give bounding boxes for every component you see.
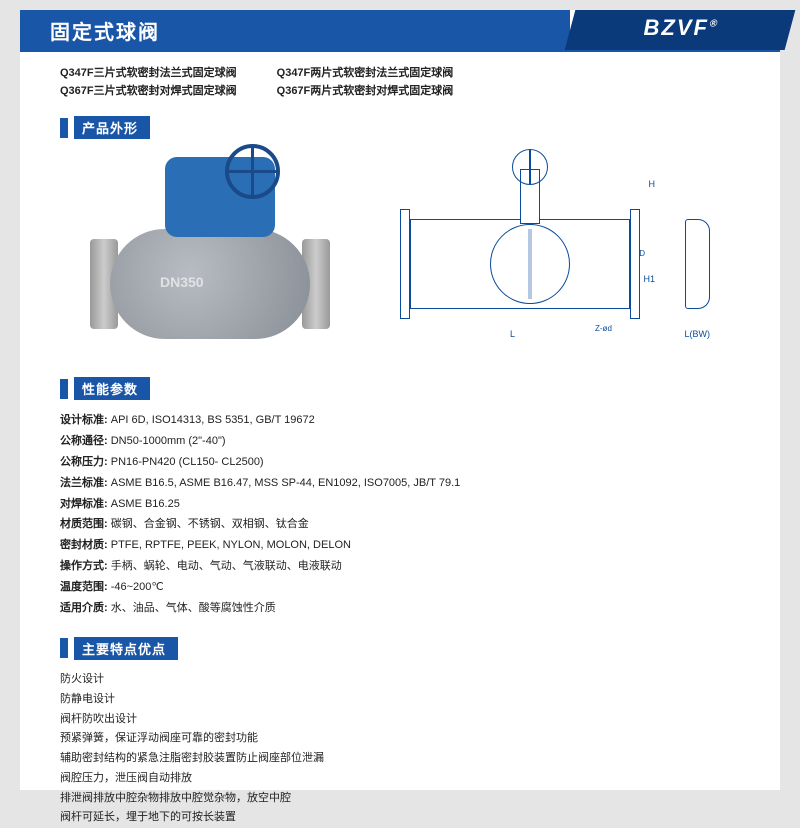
dia-flange-r	[630, 209, 640, 319]
feature-item: 阀腔压力，泄压阀自动排放	[60, 769, 740, 789]
valve-photo: DN350	[80, 149, 340, 359]
dim-d: D	[639, 249, 645, 258]
dim-h1: H1	[643, 274, 655, 284]
brand-logo: BZVF®	[565, 10, 796, 50]
dim-z: Z-ød	[595, 324, 612, 333]
technical-diagram: H H1 L D Z-ød L(BW)	[370, 149, 710, 359]
dim-lbw: L(BW)	[685, 329, 711, 339]
spec-list: 设计标准: API 6D, ISO14313, BS 5351, GB/T 19…	[60, 410, 740, 619]
section-bar	[60, 638, 68, 658]
subtitle-item: Q347F两片式软密封法兰式固定球阀	[277, 64, 454, 80]
spec-row: 公称压力: PN16-PN420 (CL150- CL2500)	[60, 452, 740, 473]
section-bar	[60, 379, 68, 399]
spec-row: 密封材质: PTFE, RPTFE, PEEK, NYLON, MOLON, D…	[60, 535, 740, 556]
dim-l: L	[510, 329, 515, 339]
features-list: 防火设计 防静电设计 阀杆防吹出设计 预紧弹簧，保证浮动阀座可靠的密封功能 辅助…	[60, 670, 740, 828]
feature-item: 阀杆防吹出设计	[60, 710, 740, 730]
section-header-appearance: 产品外形	[60, 116, 740, 139]
feature-item: 防静电设计	[60, 690, 740, 710]
subtitle-item: Q367F三片式软密封对焊式固定球阀	[60, 82, 237, 98]
dia-handwheel	[512, 149, 548, 185]
spec-row: 设计标准: API 6D, ISO14313, BS 5351, GB/T 19…	[60, 410, 740, 431]
feature-item: 辅助密封结构的紧急注脂密封胶装置防止阀座部位泄漏	[60, 749, 740, 769]
feature-item: 排泄阀排放中腔杂物排放中腔觉杂物，放空中腔	[60, 789, 740, 809]
section-header-specs: 性能参数	[60, 377, 740, 400]
spec-row: 材质范围: 碳钢、合金钢、不锈钢、双相钢、钛合金	[60, 514, 740, 535]
section-title: 产品外形	[74, 116, 150, 139]
feature-item: 预紧弹簧，保证浮动阀座可靠的密封功能	[60, 729, 740, 749]
page-header: 固定式球阀 BZVF®	[20, 10, 780, 50]
spec-row: 法兰标准: ASME B16.5, ASME B16.47, MSS SP-44…	[60, 473, 740, 494]
spec-row: 操作方式: 手柄、蜗轮、电动、气动、气液联动、电液联动	[60, 556, 740, 577]
section-title: 性能参数	[74, 377, 150, 400]
subtitle-item: Q367F两片式软密封对焊式固定球阀	[277, 82, 454, 98]
dim-h: H	[649, 179, 656, 189]
spec-row: 公称通径: DN50-1000mm (2"-40")	[60, 431, 740, 452]
subtitle-item: Q347F三片式软密封法兰式固定球阀	[60, 64, 237, 80]
feature-item: 阀杆可延长，埋于地下的可按长装置	[60, 808, 740, 828]
subtitle-block: Q347F三片式软密封法兰式固定球阀 Q347F两片式软密封法兰式固定球阀 Q3…	[60, 64, 740, 98]
section-title: 主要特点优点	[74, 637, 178, 660]
page-title: 固定式球阀	[20, 10, 570, 50]
dia-flange-l	[400, 209, 410, 319]
feature-item: 防火设计	[60, 670, 740, 690]
spec-row: 温度范围: -46~200℃	[60, 577, 740, 598]
valve-body	[110, 229, 310, 339]
spec-row: 对焊标准: ASME B16.25	[60, 494, 740, 515]
image-row: DN350 H H1 L D Z-ød L(BW)	[80, 149, 740, 359]
section-bar	[60, 118, 68, 138]
dia-side-view	[685, 219, 710, 309]
spec-row: 适用介质: 水、油品、气体、酸等腐蚀性介质	[60, 598, 740, 619]
dia-ball-bore	[528, 229, 532, 299]
handwheel-icon	[225, 144, 280, 199]
section-header-features: 主要特点优点	[60, 637, 740, 660]
product-page: 固定式球阀 BZVF® Q347F三片式软密封法兰式固定球阀 Q347F两片式软…	[20, 10, 780, 790]
content-area: Q347F三片式软密封法兰式固定球阀 Q347F两片式软密封法兰式固定球阀 Q3…	[20, 52, 780, 828]
valve-dn-label: DN350	[160, 274, 204, 290]
